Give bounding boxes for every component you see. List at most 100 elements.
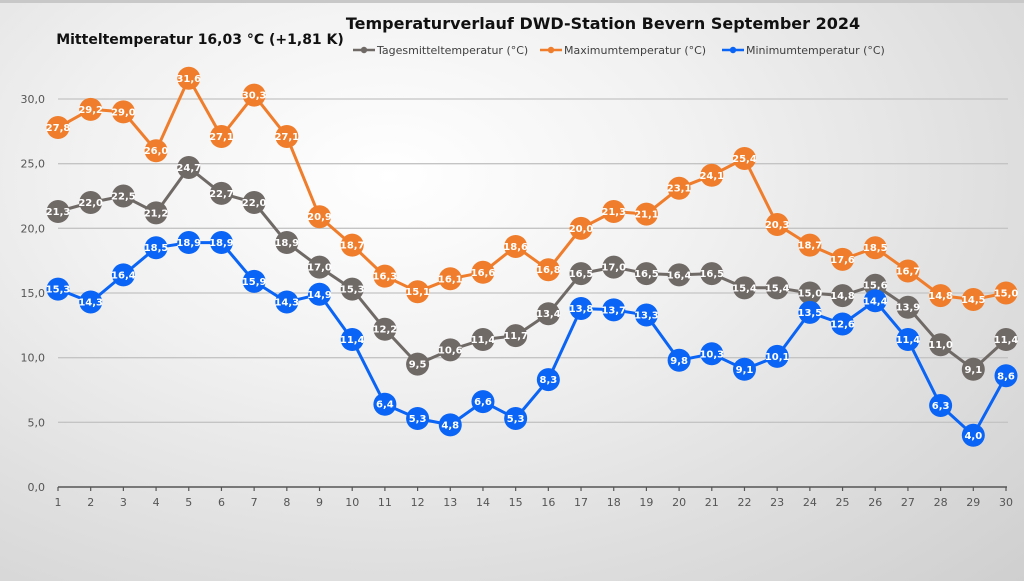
data-point <box>961 357 985 381</box>
data-label: 12,6 <box>830 320 855 331</box>
data-label: 20,9 <box>307 212 332 223</box>
data-point <box>471 390 495 414</box>
data-point <box>863 236 887 260</box>
x-tick-label: 19 <box>639 496 653 509</box>
data-label: 14,9 <box>307 290 332 301</box>
data-label: 25,4 <box>732 154 757 165</box>
data-point <box>209 181 233 205</box>
y-tick-label: 30,0 <box>21 93 46 106</box>
data-point <box>46 277 70 301</box>
data-point <box>242 269 266 293</box>
data-point <box>406 280 430 304</box>
data-label: 16,5 <box>699 269 724 280</box>
data-point <box>111 100 135 124</box>
data-point <box>308 205 332 229</box>
data-point <box>209 125 233 149</box>
x-tick-label: 20 <box>672 496 686 509</box>
data-point <box>144 201 168 225</box>
data-point <box>667 348 691 372</box>
legend-item: Tagesmitteltemperatur (°C) <box>353 44 528 57</box>
data-label: 15,4 <box>732 283 757 294</box>
data-label: 13,4 <box>536 309 561 320</box>
data-label: 21,1 <box>634 210 659 221</box>
data-point <box>177 156 201 180</box>
data-label: 10,6 <box>438 345 463 356</box>
data-label: 15,3 <box>46 285 71 296</box>
data-point <box>144 236 168 260</box>
data-label: 22,5 <box>111 192 136 203</box>
series-group: 21,322,022,521,224,722,722,018,917,015,3… <box>46 66 1019 447</box>
chart-subtitle: Mitteltemperatur 16,03 °C (+1,81 K) <box>56 32 344 48</box>
data-point <box>667 263 691 287</box>
data-label: 14,8 <box>830 291 855 302</box>
data-label: 15,0 <box>798 289 823 300</box>
data-label: 21,3 <box>46 207 71 218</box>
data-point <box>994 281 1018 305</box>
data-point <box>961 423 985 447</box>
legend-label: Maximumtemperatur (°C) <box>564 44 706 57</box>
data-label: 22,7 <box>209 189 234 200</box>
x-tick-label: 14 <box>476 496 490 509</box>
data-label: 8,6 <box>997 371 1015 382</box>
data-label: 15,3 <box>340 285 365 296</box>
data-point <box>896 259 920 283</box>
series: 27,8 29,2 29,0 26,0 31,6 27,1 30,3 27,1 20,9 18,7… <box>46 66 1019 311</box>
data-label: 16,5 <box>569 269 594 280</box>
data-label: 18,9 <box>274 238 299 249</box>
data-label: 16,5 <box>634 269 659 280</box>
data-point <box>700 262 724 286</box>
data-point <box>994 364 1018 388</box>
data-point <box>765 276 789 300</box>
data-label: 18,6 <box>503 242 528 253</box>
data-label: 27,8 <box>46 123 71 134</box>
data-point <box>831 312 855 336</box>
data-label: 31,6 <box>176 74 201 85</box>
x-tick-label: 2 <box>87 496 94 509</box>
x-tick-label: 21 <box>705 496 719 509</box>
x-tick-label: 11 <box>378 496 392 509</box>
legend-label: Tagesmitteltemperatur (°C) <box>376 44 528 57</box>
y-tick-label: 5,0 <box>28 416 46 429</box>
x-axis: 1 2 3 4 5 6 7 8 9 10 11 12 13 14 15 16 17 18 19 20 21 22 23 24 2… <box>55 486 1013 509</box>
legend-swatch-marker <box>729 46 737 54</box>
data-point <box>765 212 789 236</box>
data-label: 11,4 <box>994 335 1019 346</box>
data-label: 22,0 <box>242 198 267 209</box>
x-tick-label: 4 <box>153 496 160 509</box>
legend-label: Minimumtemperatur (°C) <box>746 44 885 57</box>
data-label: 24,7 <box>176 163 201 174</box>
data-label: 18,5 <box>863 243 888 254</box>
data-label: 9,1 <box>964 365 982 376</box>
data-label: 21,3 <box>601 207 626 218</box>
data-label: 15,0 <box>994 289 1019 300</box>
x-tick-label: 29 <box>966 496 980 509</box>
x-tick-label: 3 <box>120 496 127 509</box>
x-tick-label: 15 <box>509 496 523 509</box>
line-chart: Temperaturverlauf DWD-Station Bevern Sep… <box>21 14 1019 509</box>
data-label: 13,9 <box>896 303 921 314</box>
data-point <box>471 328 495 352</box>
data-label: 10,1 <box>765 352 790 363</box>
data-label: 16,4 <box>111 270 136 281</box>
data-point <box>275 125 299 149</box>
x-tick-label: 16 <box>541 496 555 509</box>
data-point <box>863 289 887 313</box>
data-point <box>732 357 756 381</box>
data-point <box>471 260 495 284</box>
data-point <box>602 200 626 224</box>
x-tick-label: 13 <box>443 496 457 509</box>
x-tick-label: 24 <box>803 496 817 509</box>
data-label: 16,7 <box>896 267 921 278</box>
x-tick-label: 7 <box>251 496 258 509</box>
data-label: 14,5 <box>961 295 986 306</box>
chart-title: Temperaturverlauf DWD-Station Bevern Sep… <box>346 14 860 33</box>
series-line <box>57 166 1008 371</box>
data-point <box>340 328 364 352</box>
x-tick-label: 27 <box>901 496 915 509</box>
data-point <box>994 328 1018 352</box>
data-point <box>798 281 822 305</box>
data-label: 18,9 <box>209 238 234 249</box>
data-label: 11,4 <box>471 335 496 346</box>
data-point <box>242 190 266 214</box>
